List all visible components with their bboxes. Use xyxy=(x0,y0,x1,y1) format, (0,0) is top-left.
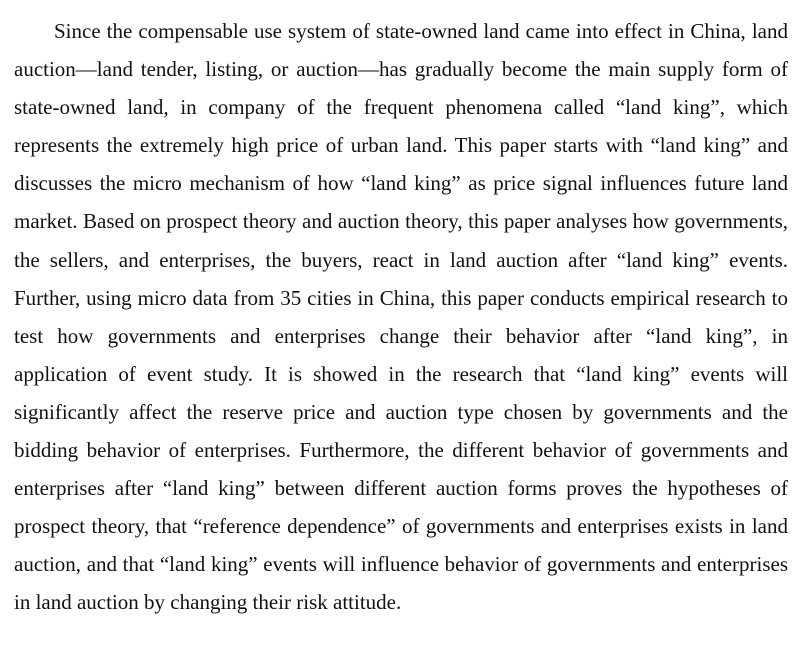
abstract-paragraph: Since the compensable use system of stat… xyxy=(14,19,788,615)
